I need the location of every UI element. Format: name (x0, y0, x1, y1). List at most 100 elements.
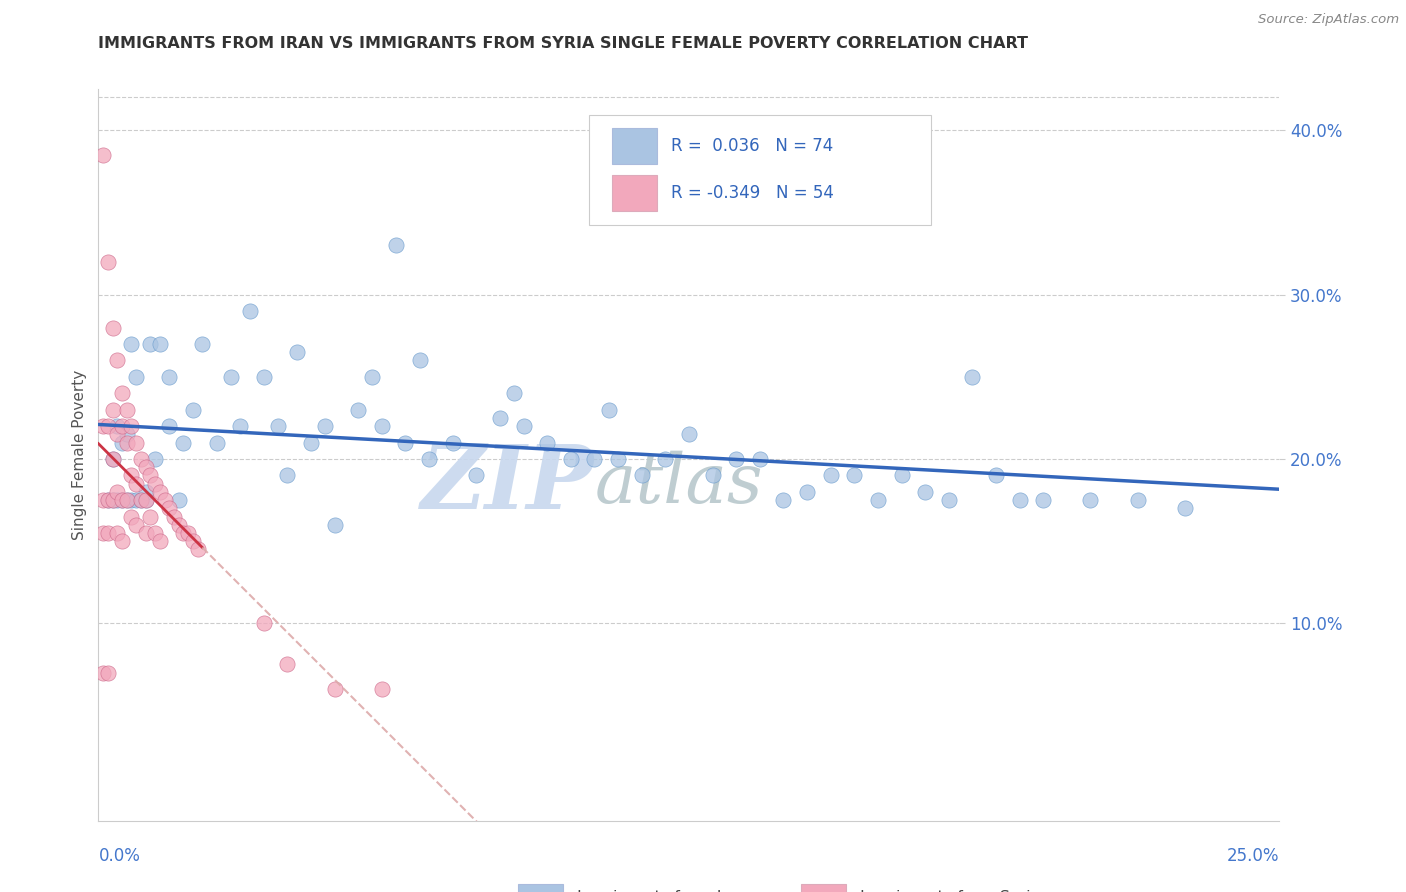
Text: Immigrants from Syria: Immigrants from Syria (860, 890, 1040, 892)
Point (347, 402, 370, 417)
Point (191, 337, 214, 351)
Point (253, 616, 276, 631)
Point (115, 493, 138, 508)
Point (91, 419, 114, 434)
Point (181, 534, 204, 549)
Point (91, 493, 114, 508)
Point (135, 460, 157, 475)
Point (371, 682, 394, 697)
Point (512, 419, 534, 434)
Text: Source: ZipAtlas.com: Source: ZipAtlas.com (1258, 13, 1399, 27)
Text: Immigrants from Iran: Immigrants from Iran (576, 890, 748, 892)
Point (1174, 501, 1197, 516)
Text: 0.0%: 0.0% (98, 847, 141, 865)
Point (101, 493, 124, 508)
Point (157, 369, 180, 384)
Point (796, 484, 818, 499)
Point (153, 493, 176, 508)
Point (135, 493, 157, 508)
Point (536, 435, 558, 450)
Point (149, 337, 172, 351)
Point (1080, 493, 1102, 508)
Point (172, 526, 194, 541)
FancyBboxPatch shape (801, 884, 846, 892)
Point (394, 435, 416, 450)
Point (125, 435, 148, 450)
Point (229, 419, 252, 434)
Point (139, 468, 162, 483)
Text: ZIP: ZIP (420, 441, 595, 527)
Point (598, 402, 620, 417)
Point (361, 369, 384, 384)
Point (97, 493, 120, 508)
Point (97, 493, 120, 508)
Point (167, 517, 190, 532)
Point (101, 452, 124, 467)
Point (725, 452, 748, 467)
Point (418, 452, 440, 467)
FancyBboxPatch shape (589, 115, 931, 225)
Point (267, 419, 290, 434)
Point (177, 526, 200, 541)
Point (105, 353, 128, 368)
Point (276, 657, 298, 672)
Point (129, 493, 152, 508)
Point (121, 468, 143, 483)
Point (489, 411, 512, 425)
Point (285, 345, 308, 359)
Point (253, 369, 276, 384)
Point (143, 476, 166, 491)
Point (630, 468, 652, 483)
Point (323, 682, 346, 697)
Point (748, 452, 770, 467)
Point (654, 452, 676, 467)
Point (607, 452, 630, 467)
Point (866, 493, 889, 508)
Point (702, 468, 724, 483)
Point (135, 484, 157, 499)
Point (101, 402, 124, 417)
Point (115, 493, 138, 508)
Point (205, 435, 228, 450)
Point (135, 526, 157, 541)
Point (91, 148, 114, 162)
Point (97, 254, 120, 268)
Point (408, 353, 430, 368)
Point (91, 526, 114, 541)
FancyBboxPatch shape (612, 128, 657, 164)
Point (97, 419, 120, 434)
Point (115, 435, 138, 450)
Point (97, 665, 120, 680)
Point (560, 452, 582, 467)
Point (115, 427, 138, 442)
Point (111, 435, 134, 450)
Point (323, 517, 346, 532)
Point (1126, 493, 1149, 508)
Point (121, 419, 143, 434)
Point (503, 386, 526, 401)
Point (125, 493, 148, 508)
Point (465, 468, 488, 483)
Point (101, 320, 124, 334)
Point (219, 369, 242, 384)
Point (111, 534, 134, 549)
Point (115, 402, 138, 417)
Point (772, 493, 794, 508)
Point (111, 419, 134, 434)
Point (163, 509, 186, 524)
Text: R =  0.036   N = 74: R = 0.036 N = 74 (671, 137, 834, 155)
Point (157, 419, 180, 434)
Point (105, 427, 128, 442)
Point (149, 534, 172, 549)
Point (844, 468, 866, 483)
Point (1032, 493, 1054, 508)
Point (583, 452, 606, 467)
Point (101, 452, 124, 467)
Point (314, 419, 336, 434)
Point (129, 493, 152, 508)
Point (820, 468, 842, 483)
Point (111, 386, 134, 401)
Point (97, 526, 120, 541)
Point (441, 435, 464, 450)
Point (91, 665, 114, 680)
